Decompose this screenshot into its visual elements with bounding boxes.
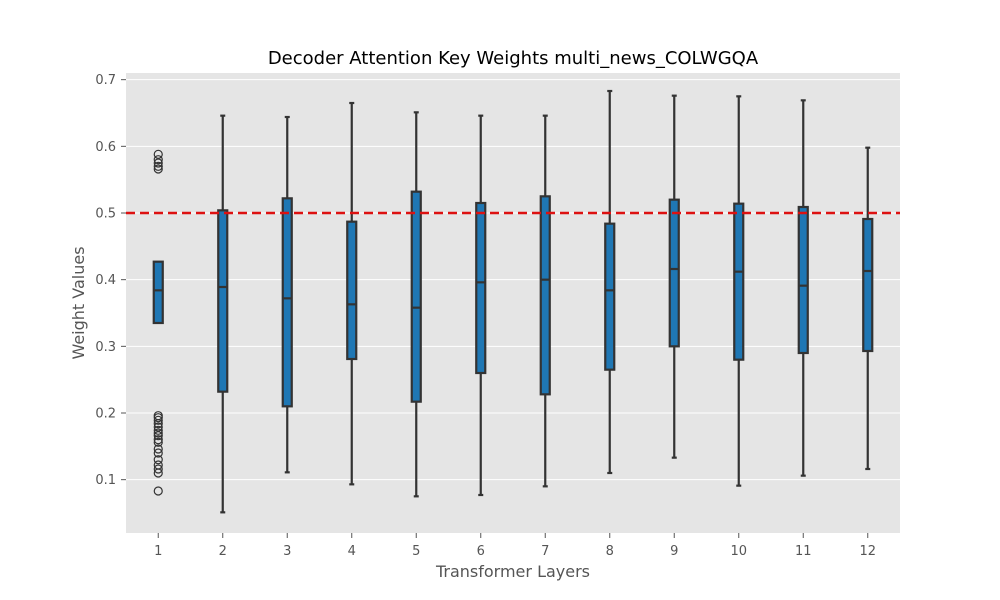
x-tick-label: 6 (477, 544, 485, 559)
x-tick-label: 2 (219, 544, 227, 559)
box-layer-11 (797, 99, 809, 477)
x-axis-ticks: 1 2 3 4 5 6 7 8 9 10 11 12 (154, 533, 876, 559)
x-tick-label: 10 (730, 544, 747, 559)
x-tick-label: 5 (412, 544, 420, 559)
box-layer-5 (410, 111, 422, 498)
box-layer-8 (604, 89, 616, 475)
outlier-point (153, 435, 163, 445)
y-tick-label: 0.4 (95, 273, 116, 288)
box-layer-4 (346, 101, 358, 486)
outlier-point (153, 437, 163, 447)
y-axis-ticks: 0.1 0.2 0.3 0.4 0.5 0.6 0.7 (95, 73, 126, 488)
y-tick-label: 0.7 (95, 73, 116, 88)
outlier-point (153, 464, 163, 474)
box-iqr (668, 198, 680, 348)
x-tick-label: 7 (541, 544, 549, 559)
y-axis-label: Weight Values (69, 246, 88, 359)
box-layer-3 (281, 115, 293, 474)
boxes-layer (152, 89, 874, 514)
y-tick-label: 0.2 (95, 407, 116, 422)
box-layer-12 (862, 146, 874, 471)
box-layer-2 (217, 114, 229, 514)
y-tick-label: 0.3 (95, 340, 116, 355)
x-tick-label: 9 (670, 544, 678, 559)
outlier-point (153, 155, 163, 165)
x-tick-label: 11 (795, 544, 812, 559)
y-tick-label: 0.1 (95, 473, 116, 488)
outlier-point (153, 164, 163, 174)
box-iqr (604, 222, 616, 371)
outlier-point (153, 448, 163, 458)
box-iqr (410, 190, 422, 403)
outlier-point (153, 444, 163, 454)
box-iqr (346, 220, 358, 361)
outlier-point (153, 486, 163, 496)
box-layer-10 (733, 95, 745, 487)
x-tick-label: 8 (606, 544, 614, 559)
outlier-point (153, 425, 163, 435)
box-layer-6 (475, 114, 487, 497)
y-tick-label: 0.5 (95, 207, 116, 222)
plot-area-background (126, 73, 900, 533)
x-tick-label: 1 (154, 544, 162, 559)
outlier-point (153, 428, 163, 438)
outlier-point (153, 413, 163, 423)
x-tick-label: 3 (283, 544, 291, 559)
outlier-point (153, 468, 163, 478)
x-axis-label: Transformer Layers (435, 562, 590, 581)
outlier-point (153, 161, 163, 171)
outlier-point (153, 431, 163, 441)
box-iqr (539, 195, 551, 396)
box-layer-9 (668, 94, 680, 459)
x-tick-label: 12 (859, 544, 876, 559)
x-tick-label: 4 (348, 544, 356, 559)
box-iqr (217, 209, 229, 393)
box-layer-1 (152, 149, 164, 496)
box-iqr (797, 205, 809, 355)
box-iqr (152, 260, 164, 325)
chart-title: Decoder Attention Key Weights multi_news… (268, 48, 759, 69)
box-layer-7 (539, 114, 551, 488)
outlier-point (153, 149, 163, 159)
outlier-point (153, 455, 163, 465)
box-iqr (733, 202, 745, 361)
y-tick-label: 0.6 (95, 140, 116, 155)
outlier-point (153, 415, 163, 425)
outlier-point (153, 419, 163, 429)
box-iqr (281, 197, 293, 408)
outlier-point (153, 158, 163, 168)
box-iqr (862, 217, 874, 353)
outlier-point (153, 422, 163, 432)
box-iqr (475, 201, 487, 375)
